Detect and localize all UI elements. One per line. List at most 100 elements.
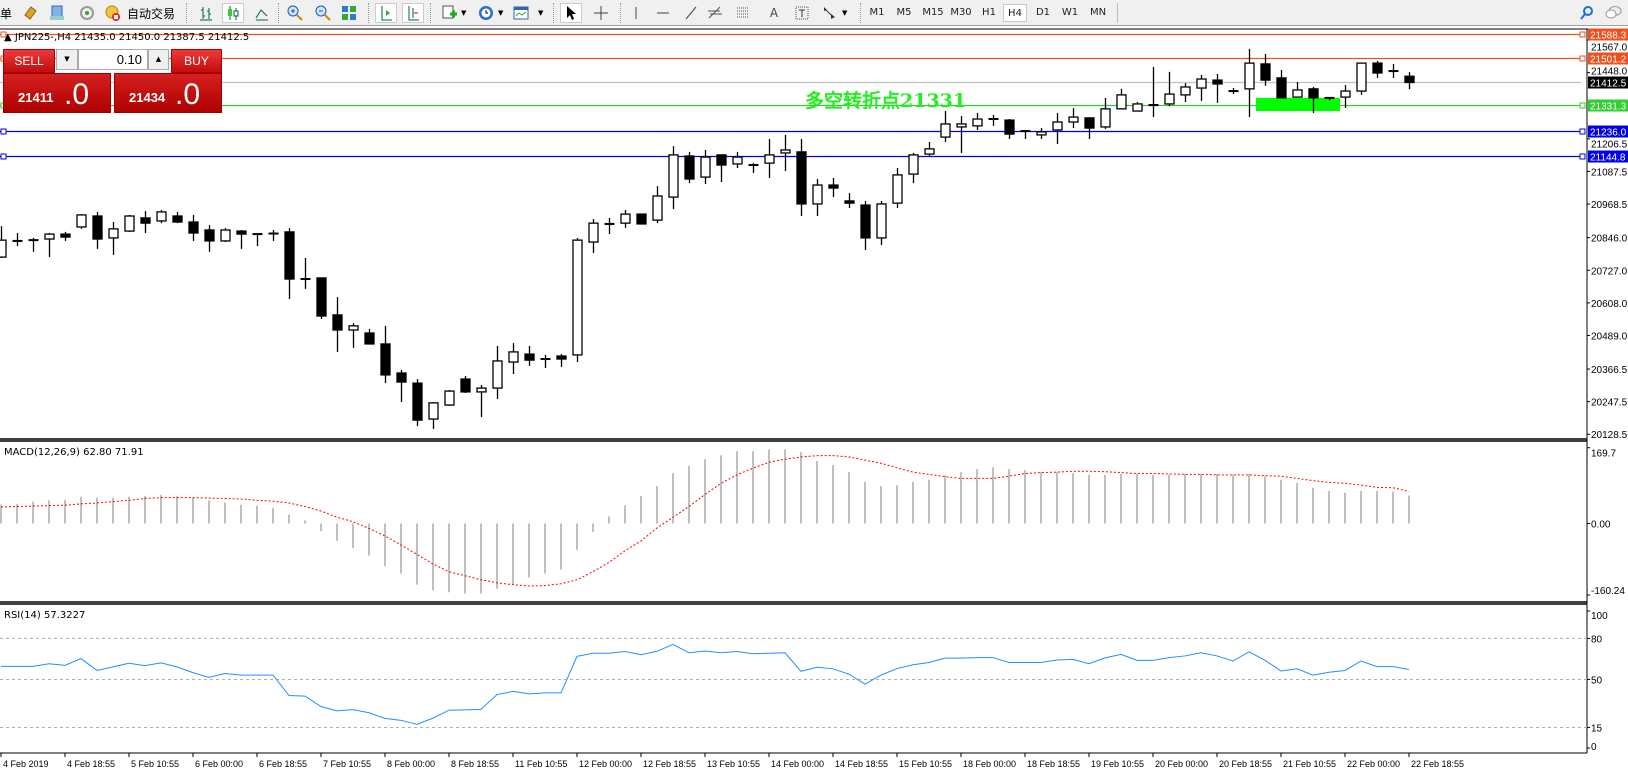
support-zone-rectangle[interactable] xyxy=(1256,97,1340,112)
chat-icon[interactable] xyxy=(1604,3,1624,23)
periods-icon[interactable] xyxy=(477,3,495,23)
crosshair-icon[interactable] xyxy=(592,3,610,23)
lot-increase-button[interactable]: ▲ xyxy=(148,49,169,70)
vertical-line-icon[interactable] xyxy=(628,3,644,23)
macd-tick-label: 0.00 xyxy=(1591,520,1611,531)
sell-price-button[interactable]: 21411 .0 xyxy=(3,73,111,113)
text-icon[interactable]: A xyxy=(769,6,779,20)
lot-decrease-button[interactable]: ▼ xyxy=(56,49,78,70)
bull-candle-body xyxy=(892,174,903,204)
text-label-icon[interactable] xyxy=(793,3,811,23)
bear-candle-body xyxy=(332,314,343,331)
bear-candle-body xyxy=(1404,75,1415,84)
sell-button[interactable]: SELL xyxy=(3,49,55,73)
sell-price-main: 21411 xyxy=(18,90,54,105)
candle xyxy=(364,328,375,345)
time-tick-label: 18 Feb 00:00 xyxy=(963,759,1016,769)
bull-candle-body xyxy=(1340,90,1351,98)
candle xyxy=(1324,96,1335,101)
rsi-tick-label: 80 xyxy=(1591,634,1603,645)
candle xyxy=(1036,128,1047,140)
one-click-trading-panel: SELL ▼ 0.10 ▲ BUY 21411 .0 21434 .0 xyxy=(3,49,222,113)
auto-trading-button[interactable]: 自动交易 xyxy=(126,6,175,21)
timeframe-m15[interactable]: M15 xyxy=(922,7,944,18)
time-tick-label: 14 Feb 18:55 xyxy=(835,759,888,769)
gold-icon[interactable] xyxy=(20,3,40,23)
templates-icon[interactable] xyxy=(511,3,531,23)
chart-shift-icon[interactable] xyxy=(375,3,397,23)
level-handle-right[interactable] xyxy=(1579,31,1586,38)
candlestick-icon[interactable] xyxy=(222,3,244,23)
buy-price-button[interactable]: 21434 .0 xyxy=(114,73,222,113)
rsi-tick-label: 50 xyxy=(1591,676,1603,687)
tile-windows-icon[interactable] xyxy=(340,3,358,23)
cursor-icon[interactable] xyxy=(560,3,582,23)
bull-candle-body xyxy=(764,154,775,164)
menu-fragment[interactable]: 单 xyxy=(0,6,13,21)
zoom-out-icon[interactable] xyxy=(314,3,332,23)
bear-candle-body xyxy=(284,231,295,280)
new-chart-icon[interactable] xyxy=(441,3,459,23)
auto-trading-icon[interactable] xyxy=(103,3,123,23)
bear-candle-body xyxy=(172,215,183,223)
bar-chart-icon[interactable] xyxy=(197,3,215,23)
timeframe-mn[interactable]: MN xyxy=(1089,7,1107,18)
level-handle-right[interactable] xyxy=(1579,102,1586,109)
arrows-dropdown-arrow[interactable]: ▼ xyxy=(842,9,848,17)
periods-dropdown-arrow[interactable]: ▼ xyxy=(498,9,504,17)
level-handle-left[interactable] xyxy=(0,153,7,160)
candle xyxy=(460,376,471,394)
buy-price-main: 21434 xyxy=(129,90,166,105)
level-handle-right[interactable] xyxy=(1579,128,1586,135)
timeframe-w1[interactable]: W1 xyxy=(1061,7,1079,18)
candle xyxy=(76,214,87,229)
time-tick-label: 22 Feb 18:55 xyxy=(1411,759,1464,769)
horizontal-line-icon[interactable] xyxy=(655,3,671,23)
fibo-lines-icon[interactable] xyxy=(735,3,753,23)
trendline-icon[interactable] xyxy=(683,3,699,23)
timeframe-h1[interactable]: H1 xyxy=(982,7,996,18)
zoom-in-icon[interactable] xyxy=(286,3,304,23)
candle xyxy=(636,213,647,225)
fibonacci-icon[interactable] xyxy=(706,3,724,23)
bear-candle-body xyxy=(1212,79,1223,85)
candle xyxy=(1180,83,1191,103)
market-watch-icon[interactable] xyxy=(47,3,67,23)
lot-size-input[interactable]: 0.10 xyxy=(78,49,148,70)
new-chart-dropdown-arrow[interactable]: ▼ xyxy=(461,9,467,17)
search-icon[interactable] xyxy=(1578,3,1596,23)
bull-candle-body xyxy=(956,123,967,128)
buy-button[interactable]: BUY xyxy=(171,49,222,73)
timeframe-d1[interactable]: D1 xyxy=(1035,7,1051,18)
level-handle-left[interactable] xyxy=(0,31,7,38)
timeframe-m5[interactable]: M5 xyxy=(896,7,912,18)
line-chart-icon[interactable] xyxy=(253,3,271,23)
candle xyxy=(492,345,503,400)
horizontal-levels[interactable]: 21588.3 21501.2 21412.5 21331.3 21236.0 21144… xyxy=(0,28,1628,164)
autoscroll-icon[interactable] xyxy=(402,3,424,23)
timeframe-m1[interactable]: M1 xyxy=(869,7,885,18)
templates-dropdown-arrow[interactable]: ▼ xyxy=(538,9,544,17)
candle xyxy=(1004,119,1015,140)
candle xyxy=(476,385,487,418)
arrows-icon[interactable] xyxy=(820,3,838,23)
time-tick-label: 20 Feb 18:55 xyxy=(1219,759,1272,769)
bear-candle-body xyxy=(204,229,215,242)
level-handle-right[interactable] xyxy=(1579,55,1586,62)
bear-candle-body xyxy=(1308,88,1319,99)
timeframe-h4[interactable]: H4 xyxy=(1003,4,1027,22)
time-tick-label: 4 Feb 2019 xyxy=(3,759,49,769)
candle xyxy=(684,151,695,184)
signal-icon[interactable] xyxy=(77,3,97,23)
candle xyxy=(1052,112,1063,144)
timeframe-m30[interactable]: M30 xyxy=(950,7,972,18)
chart-annotation-text[interactable]: 多空转折点21331 xyxy=(805,90,967,112)
collapse-triangle-icon[interactable]: ▲ xyxy=(4,32,15,43)
time-tick-label: 22 Feb 00:00 xyxy=(1347,759,1400,769)
candle xyxy=(876,200,887,246)
bull-candle-body xyxy=(1036,131,1047,136)
level-handle-left[interactable] xyxy=(0,128,7,135)
level-handle-right[interactable] xyxy=(1579,153,1586,160)
rsi-tick-label: 15 xyxy=(1591,723,1603,734)
